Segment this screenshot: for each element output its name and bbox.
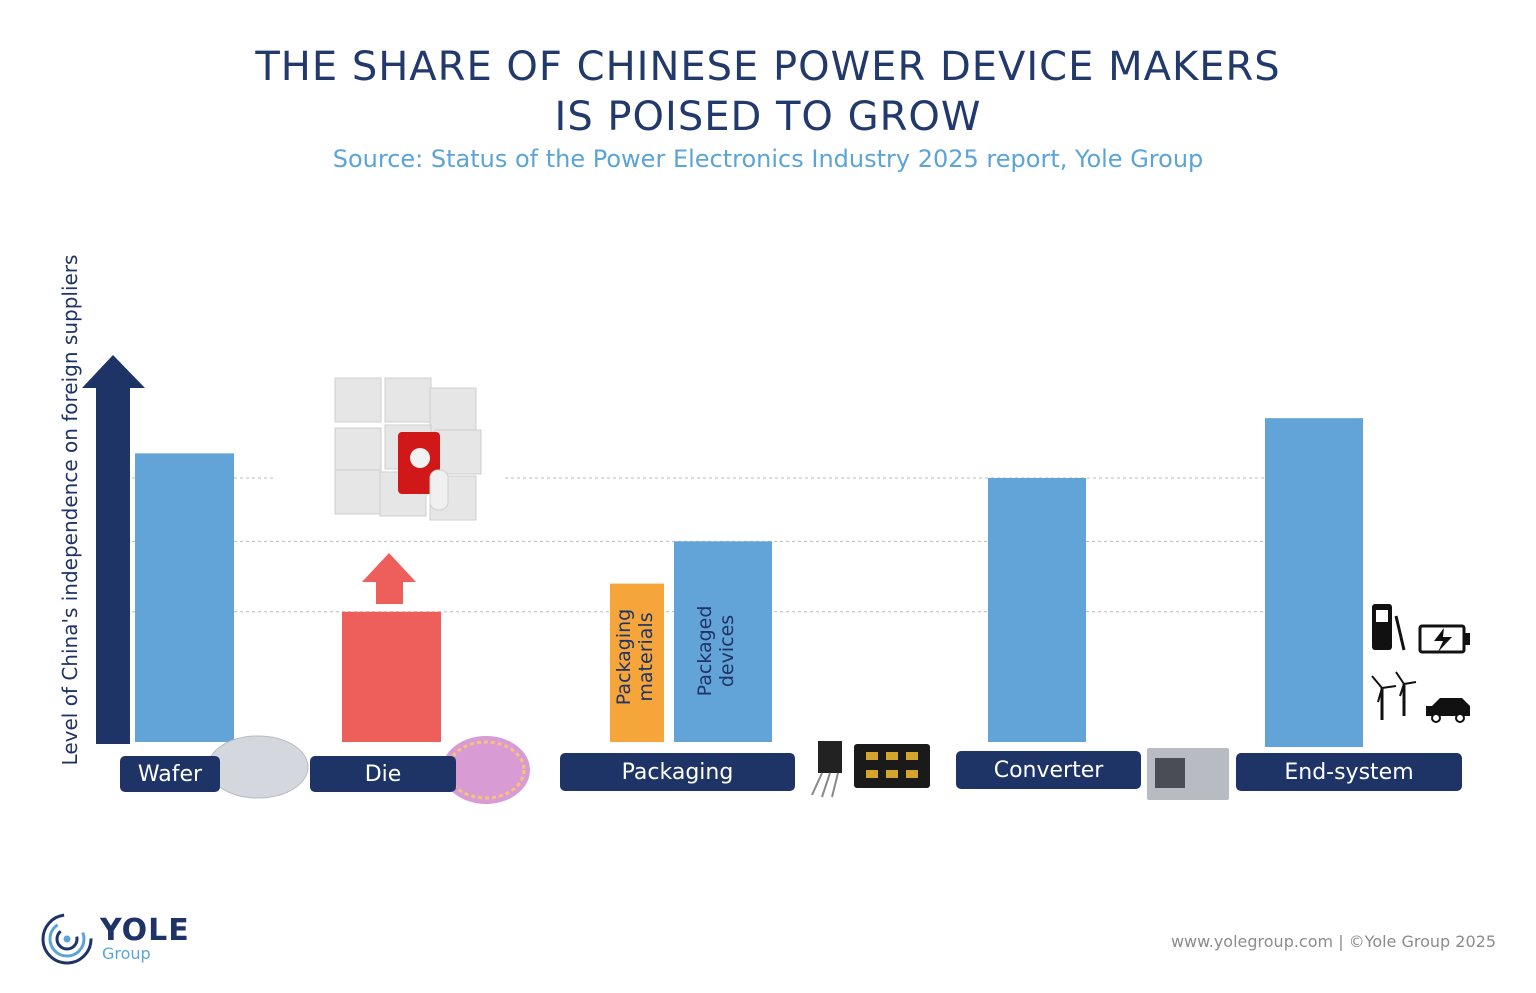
bar-label-packaged-devices: Packageddevices	[694, 606, 738, 697]
power-module-pad	[866, 770, 878, 778]
power-module-pad	[886, 770, 898, 778]
power-module-pad	[906, 770, 918, 778]
logo-wordmark: YOLE	[100, 913, 190, 948]
bar-end-system	[1265, 418, 1363, 747]
device-lead-2	[821, 772, 831, 798]
discrete-device-icon	[818, 741, 842, 773]
puzzle-piece	[434, 429, 482, 475]
power-module-pad	[886, 752, 898, 760]
wind-turbine-blades	[1371, 675, 1397, 703]
device-lead-1	[811, 772, 823, 796]
category-label-packaging: Packaging	[560, 753, 795, 791]
charging-cable	[1394, 615, 1406, 651]
wind-turbine-blades-2	[1395, 671, 1417, 697]
patterned-wafer-grid	[446, 740, 526, 800]
category-label-converter: Converter	[956, 751, 1141, 789]
category-label-wafer: Wafer	[120, 756, 220, 792]
puzzle-piece	[384, 377, 432, 423]
footer-copyright: www.yolegroup.com | ©Yole Group 2025	[1170, 932, 1496, 951]
power-module-pad	[906, 752, 918, 760]
battery-bolt	[1434, 628, 1452, 652]
yole-logo: YOLE Group	[40, 912, 190, 966]
charging-station-screen	[1376, 610, 1388, 622]
battery-terminal	[1464, 633, 1470, 645]
puzzle-piece	[429, 387, 477, 433]
chart-title-line2: IS POISED TO GROW	[554, 94, 982, 140]
bar-wafer	[135, 453, 234, 742]
chart-subtitle: Source: Status of the Power Electronics …	[332, 145, 1204, 173]
yole-logo-icon	[41, 913, 93, 965]
bar-die	[342, 611, 441, 742]
power-module-pad	[866, 752, 878, 760]
device-lead-3	[831, 772, 839, 798]
puzzle-piece	[334, 469, 382, 515]
bar-packaging-materials	[610, 583, 664, 742]
category-label-end-system: End-system	[1236, 753, 1462, 791]
power-module-icon	[854, 744, 930, 788]
patterned-wafer-icon	[442, 736, 530, 804]
bar-converter	[988, 478, 1086, 742]
category-label-die: Die	[310, 756, 456, 792]
y-axis-arrow-head	[82, 355, 145, 388]
growth-arrow-icon	[362, 553, 416, 604]
puzzle-piece	[334, 427, 382, 473]
electric-car-icon	[1426, 698, 1470, 716]
puzzle-piece	[334, 377, 382, 423]
puzzle-figure-head	[410, 448, 430, 468]
wafer-disc-icon	[207, 735, 309, 799]
bar-packaging-devices	[674, 541, 772, 742]
car-wheel-rear	[1455, 713, 1465, 723]
puzzle-figure-body	[429, 469, 449, 511]
car-wheel-front	[1431, 713, 1441, 723]
bar-label-packaging-materials: Packagingmaterials	[613, 609, 657, 705]
logo-subword: Group	[102, 944, 151, 963]
y-axis-arrow-shaft	[96, 388, 130, 744]
chart-title-line1: THE SHARE OF CHINESE POWER DEVICE MAKERS	[255, 44, 1281, 90]
converter-unit-detail	[1155, 758, 1185, 788]
